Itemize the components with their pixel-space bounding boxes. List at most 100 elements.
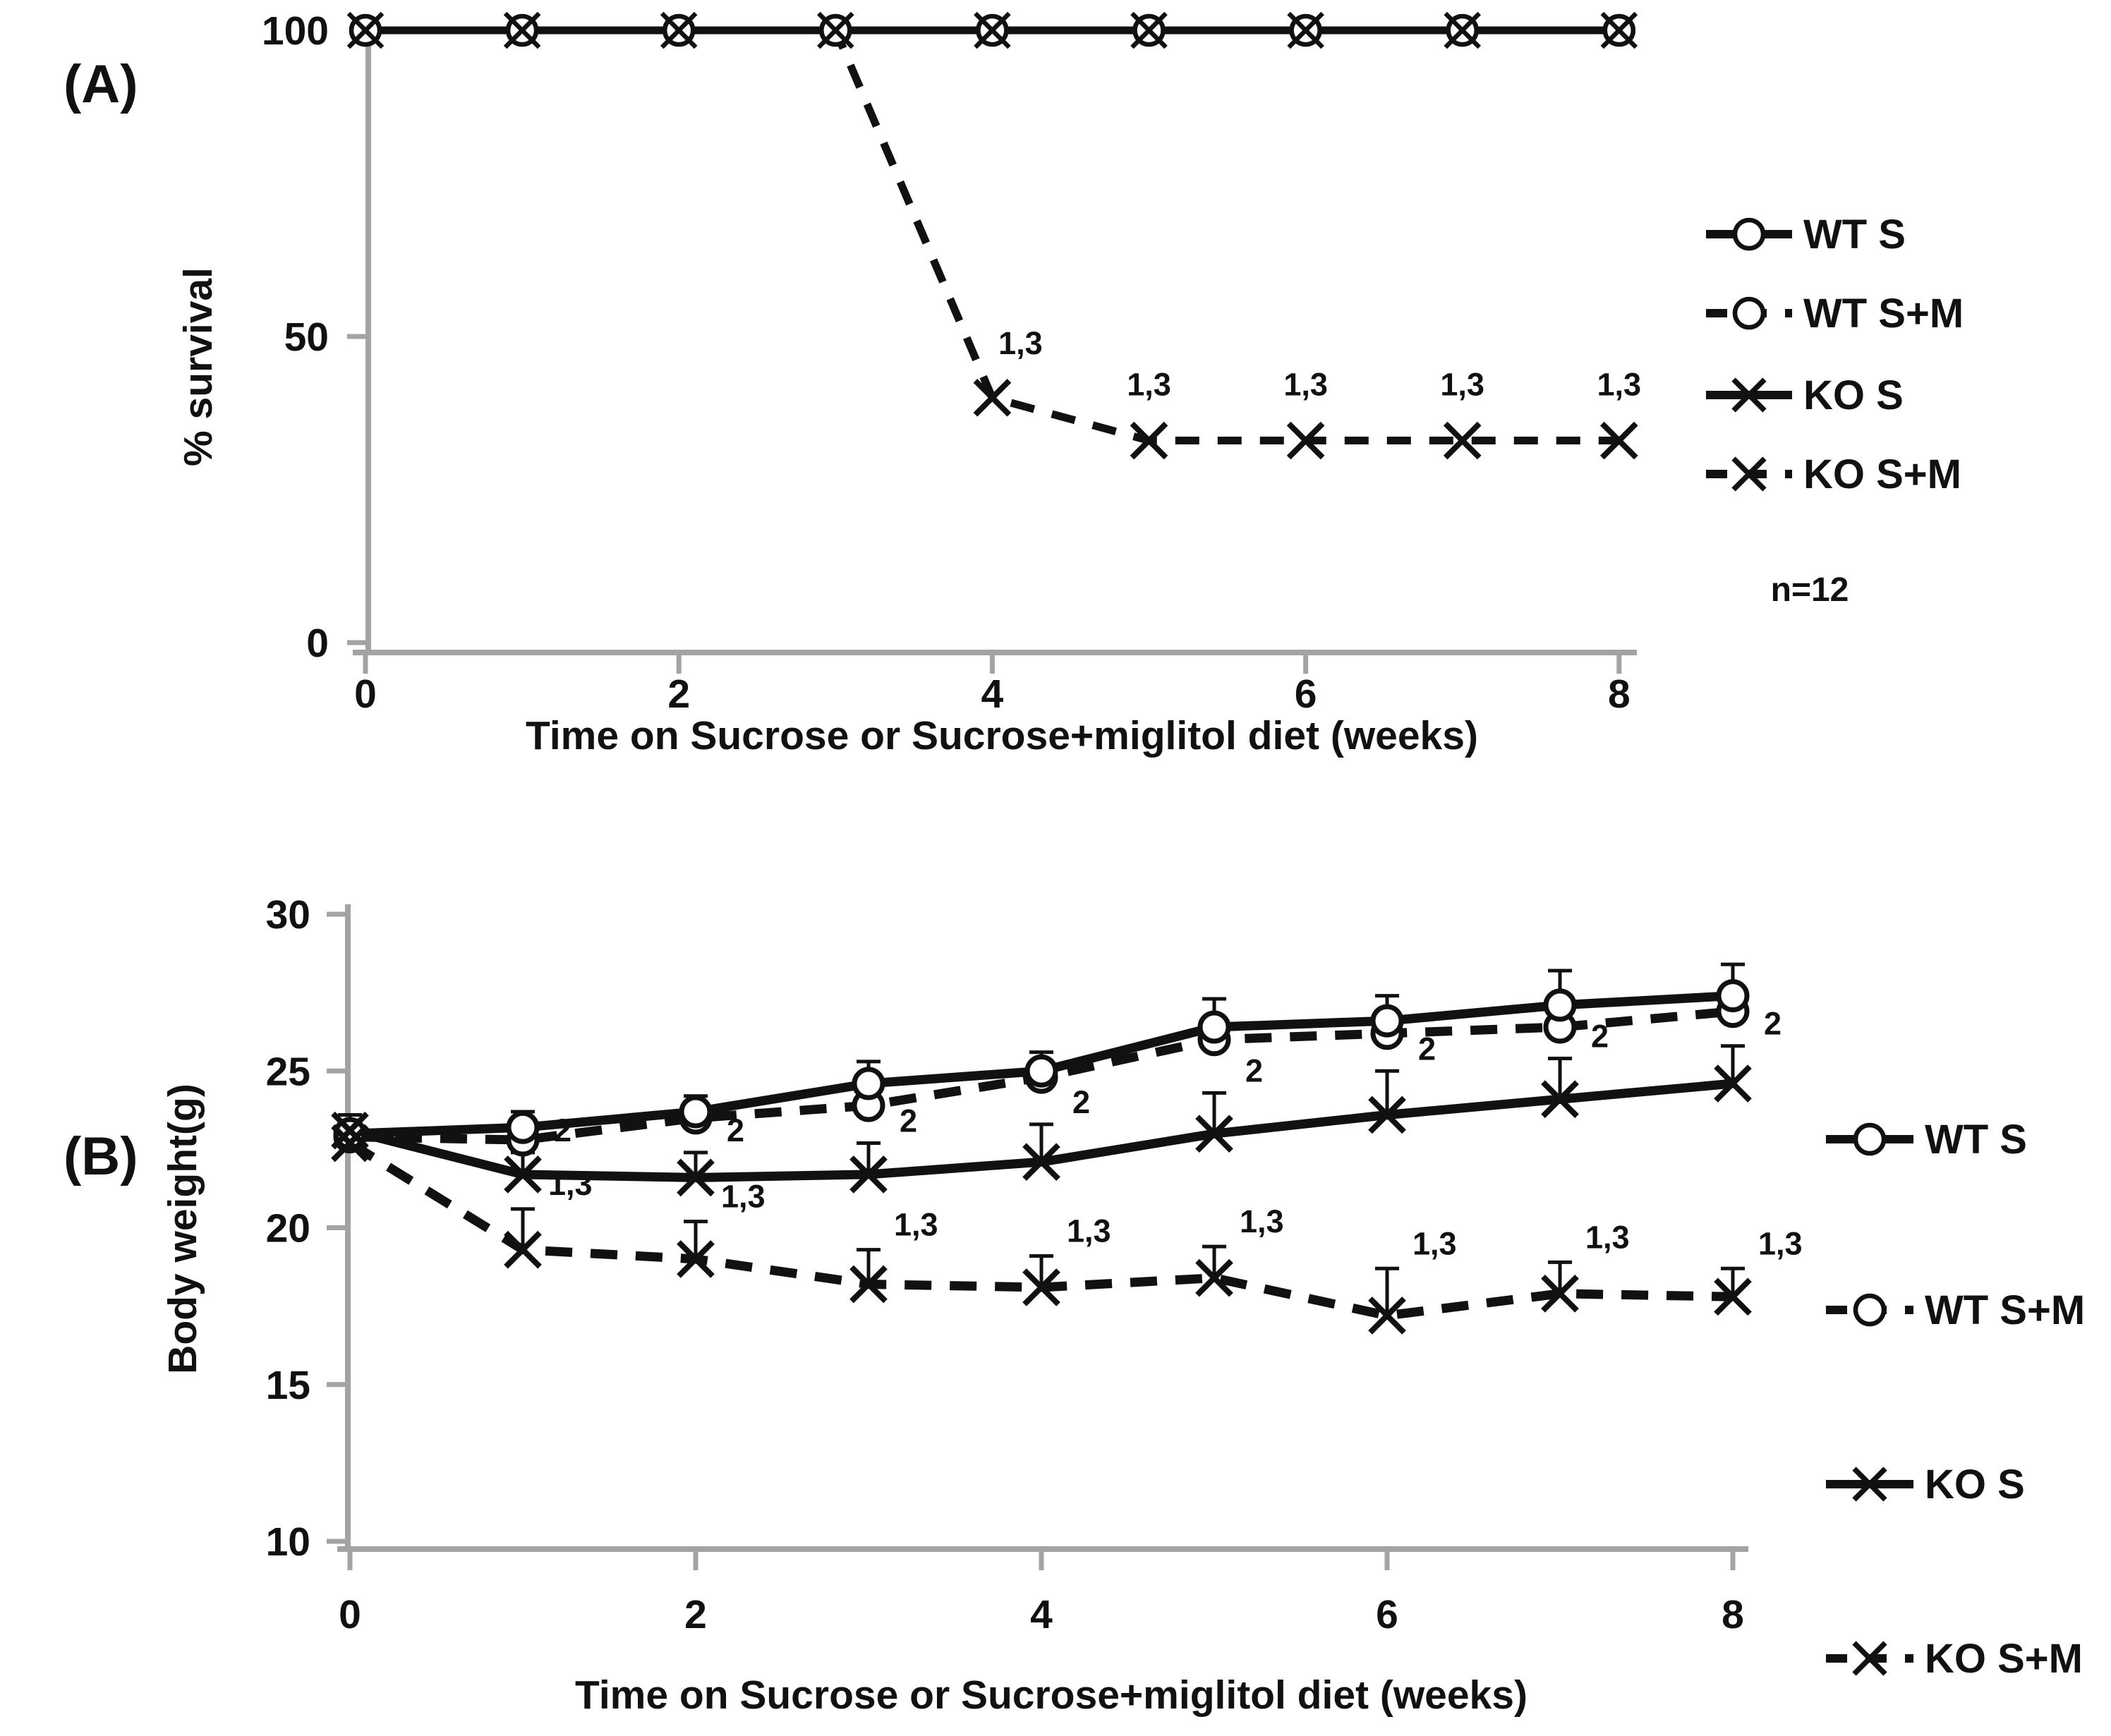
legend-label: KO S — [1803, 372, 1904, 418]
significance-annotation: 2 — [900, 1103, 917, 1139]
x-stroke — [1368, 1095, 1406, 1134]
x-stroke — [1286, 421, 1325, 460]
y-tick-label: 0 — [306, 621, 329, 666]
significance-annotation: 1,3 — [548, 1166, 593, 1202]
x-stroke — [1731, 456, 1767, 492]
marker-circle-wt-s — [1543, 988, 1577, 1022]
legend-marker-circle — [1732, 217, 1766, 251]
marker-circle-x-combined — [817, 11, 854, 49]
marker-x-ko-s — [1714, 1064, 1752, 1103]
marker-x-ko-s-m — [677, 1240, 715, 1278]
marker-x-ko-s-m — [1714, 1277, 1752, 1316]
legend-marker-x — [1852, 1641, 1887, 1676]
marker-circle-wt-s — [506, 1110, 540, 1144]
x-stroke — [1195, 1258, 1233, 1297]
legend-marker-x — [1731, 377, 1767, 413]
marker-circle-wt-s — [679, 1095, 713, 1129]
marker-x-ko-s — [331, 1111, 369, 1150]
x-stroke — [1852, 1641, 1887, 1676]
y-tick-label: 15 — [266, 1363, 310, 1408]
x-stroke — [1287, 11, 1324, 49]
x-stroke — [1130, 421, 1168, 460]
marker-x-ko-s-m — [1599, 421, 1638, 460]
y-axis-title: Body weight(g) — [160, 1084, 205, 1374]
x-stroke — [677, 1158, 715, 1197]
panel-label: (B) — [63, 1127, 138, 1186]
y-tick-label: 30 — [266, 892, 310, 937]
x-stroke — [817, 11, 854, 49]
significance-annotation: 1,3 — [1240, 1203, 1284, 1239]
marker-x-ko-s-m — [1195, 1258, 1233, 1297]
y-tick-label: 10 — [266, 1519, 310, 1565]
significance-annotation: 2 — [554, 1112, 571, 1148]
marker-circle-x-combined — [346, 11, 385, 49]
x-stroke — [1443, 421, 1482, 460]
legend-label: WT S+M — [1803, 291, 1964, 336]
x-stroke — [504, 1230, 542, 1269]
significance-annotation: 1,3 — [1440, 367, 1484, 403]
x-stroke — [1714, 1064, 1752, 1103]
marker-x-ko-s — [677, 1158, 715, 1197]
significance-annotation: 2 — [1418, 1031, 1436, 1067]
marker-x-ko-s — [1368, 1095, 1406, 1134]
marker-circle-x-combined — [974, 11, 1011, 49]
x-tick-label: 4 — [981, 672, 1004, 717]
marker-circle-wt-s — [1370, 1004, 1404, 1038]
legend-label: KO S+M — [1925, 1636, 2083, 1682]
marker-circle-wt-s — [852, 1067, 885, 1100]
x-stroke — [503, 11, 541, 49]
significance-annotation: 1,3 — [1413, 1225, 1457, 1261]
significance-annotation: 1,3 — [1758, 1225, 1803, 1261]
marker-x-ko-s-m — [1130, 421, 1168, 460]
x-stroke — [1022, 1143, 1060, 1181]
y-tick-label: 25 — [266, 1049, 310, 1094]
significance-annotation: 2 — [727, 1112, 744, 1148]
y-tick-label: 100 — [262, 8, 329, 54]
x-stroke — [660, 11, 698, 49]
marker-circle-wt-s — [1024, 1054, 1058, 1088]
panel-a — [365, 26, 1619, 445]
significance-annotation: 1,3 — [894, 1207, 938, 1243]
x-stroke — [1130, 11, 1168, 49]
x-tick-label: 8 — [1722, 1592, 1744, 1637]
significance-annotation: 1,3 — [998, 325, 1043, 361]
x-stroke — [1022, 1268, 1060, 1306]
x-stroke — [1599, 421, 1638, 460]
marker-circle-x-combined — [660, 11, 698, 49]
x-axis-title: Time on Sucrose or Sucrose+miglitol diet… — [575, 1673, 1528, 1718]
marker-x-ko-s — [504, 1155, 542, 1194]
significance-annotation: 2 — [1764, 1006, 1782, 1042]
significance-annotation: 1,3 — [1585, 1219, 1630, 1255]
marker-circle-x-combined — [1287, 11, 1324, 49]
x-tick-label: 2 — [684, 1592, 707, 1637]
marker-x-ko-s-m — [849, 1265, 888, 1304]
marker-x-ko-s — [1022, 1143, 1060, 1181]
marker-x-ko-s-m — [1286, 421, 1325, 460]
legend-label: KO S+M — [1803, 451, 1961, 497]
x-tick-label: 6 — [1295, 672, 1317, 717]
significance-annotation: 1,3 — [1067, 1213, 1111, 1249]
x-stroke — [1541, 1080, 1579, 1119]
legend-label: WT S+M — [1925, 1287, 2085, 1333]
x-stroke — [849, 1155, 888, 1194]
significance-annotation: 1,3 — [721, 1179, 766, 1215]
x-stroke — [1852, 1467, 1887, 1502]
x-axis-title: Time on Sucrose or Sucrose+miglitol diet… — [526, 713, 1478, 758]
sample-size-note: n=12 — [1771, 571, 1849, 609]
x-stroke — [1195, 1115, 1233, 1153]
x-stroke — [974, 11, 1011, 49]
marker-x-ko-s — [1541, 1080, 1579, 1119]
x-stroke — [677, 1240, 715, 1278]
x-stroke — [973, 378, 1012, 417]
x-stroke — [1541, 1275, 1579, 1313]
marker-circle-wt-s — [1716, 979, 1750, 1013]
series-line-ko-s-m — [365, 26, 1619, 445]
marker-x-ko-s-m — [331, 1124, 369, 1163]
marker-x-ko-s-m — [504, 1230, 542, 1269]
marker-circle-x-combined — [503, 11, 541, 49]
legend-marker-circle — [1853, 1293, 1887, 1327]
legend-marker-circle — [1853, 1122, 1887, 1156]
marker-x-ko-s-m — [1541, 1275, 1579, 1313]
